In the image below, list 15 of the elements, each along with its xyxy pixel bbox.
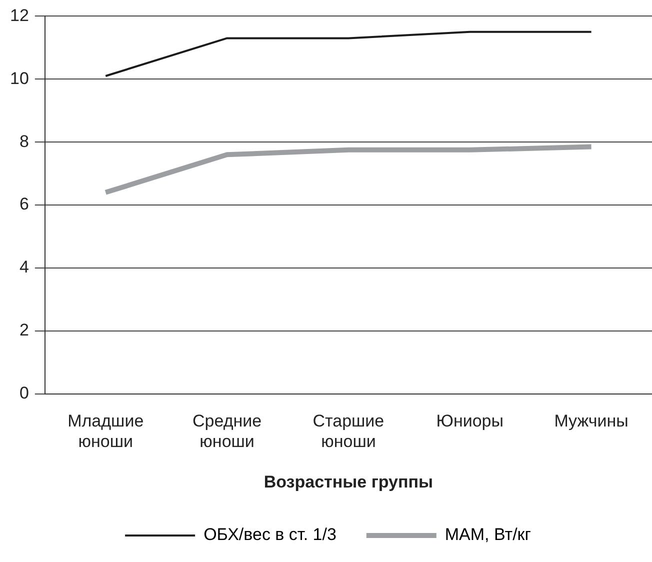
legend-label: ОБХ/вес в ст. 1/3 [204, 525, 336, 544]
x-tick-label: Юниоры [436, 412, 504, 431]
y-tick-label: 12 [10, 6, 29, 25]
x-axis-title: Возрастные группы [264, 472, 434, 492]
y-tick-label: 6 [19, 194, 29, 214]
y-tick-label: 4 [19, 258, 29, 277]
x-tick-label: Мужчины [554, 412, 628, 431]
y-tick-label: 0 [19, 383, 29, 402]
legend-label: МАМ, Вт/кг [444, 525, 531, 544]
y-tick-label: 10 [10, 68, 29, 88]
y-tick-label: 2 [19, 320, 29, 340]
x-tick-label: Старшие юноши [312, 412, 384, 452]
x-tick-label: Младшие юноши [68, 412, 144, 452]
x-tick-label: Средние юноши [192, 412, 262, 452]
y-tick-label: 8 [19, 132, 29, 151]
